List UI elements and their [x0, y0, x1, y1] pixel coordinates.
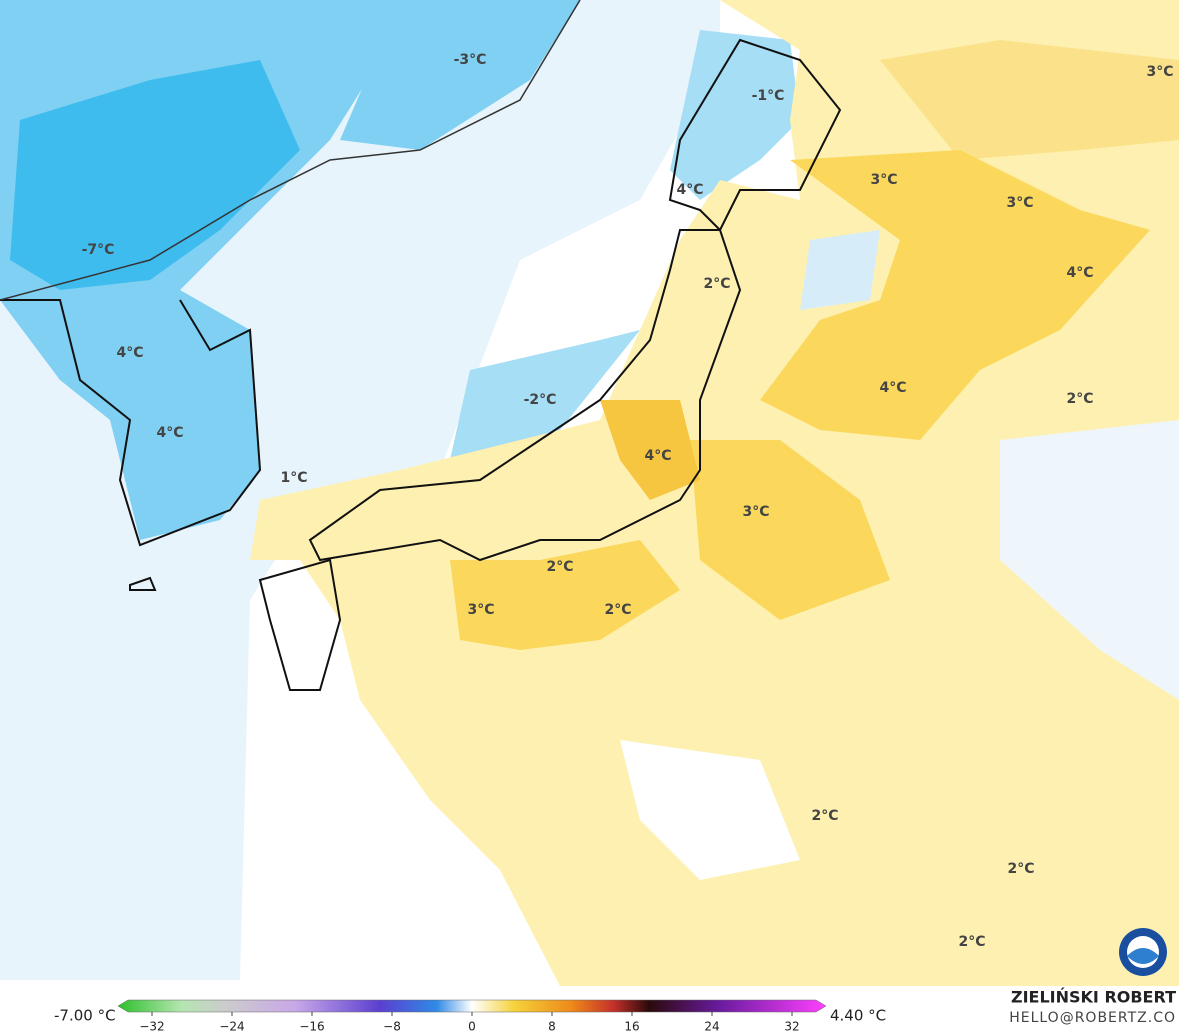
colorbar-tick-label: −32	[139, 1020, 164, 1034]
coastline	[668, 38, 842, 232]
temperature-label: -1°C	[752, 88, 785, 104]
colorbar-tick-label: 8	[548, 1020, 556, 1034]
author: ZIELIŃSKI ROBERT	[1011, 988, 1176, 1007]
blue-area	[670, 30, 800, 200]
colorbar-tick-label: 16	[624, 1020, 639, 1034]
map-background	[0, 0, 1179, 986]
temperature-label: 3°C	[1006, 195, 1033, 211]
coastlines	[0, 0, 842, 691]
temperature-label: 2°C	[604, 602, 631, 618]
temperature-label: 2°C	[1066, 391, 1093, 407]
colorbar-max: 4.40 °C	[830, 1007, 886, 1025]
warm-area	[880, 40, 1179, 160]
colorbar-scale	[117, 999, 827, 1013]
white-area	[620, 740, 800, 880]
temperature-label: 4°C	[644, 448, 671, 464]
temperature-label: 2°C	[703, 276, 730, 292]
temperature-label: -7°C	[82, 242, 115, 258]
temperature-label: 2°C	[811, 808, 838, 824]
blue-area	[340, 0, 580, 150]
colorbar-tick-label: −24	[219, 1020, 244, 1034]
email: HELLO@ROBERTZ.CO	[1009, 1010, 1176, 1026]
noaa-logo	[1119, 928, 1167, 976]
colorbar-tick-label: −8	[383, 1020, 401, 1034]
colorbar-tick-label: 0	[468, 1020, 476, 1034]
temperature-label: 2°C	[1007, 861, 1034, 877]
temperature-label: 4°C	[156, 425, 183, 441]
coastline	[129, 576, 157, 591]
temperature-label: -2°C	[524, 392, 557, 408]
warm-area	[690, 440, 890, 620]
colorbar-min: -7.00 °C	[54, 1007, 116, 1025]
temperature-label: 2°C	[958, 934, 985, 950]
temperature-label: 2°C	[546, 559, 573, 575]
temperature-label: 4°C	[676, 182, 703, 198]
coastline	[308, 229, 742, 562]
temperature-label: 3°C	[742, 504, 769, 520]
temperature-label: -3°C	[454, 52, 487, 68]
warm-area	[760, 150, 1150, 440]
colorbar-ticks: −32 −24 −16 −8 0 8 16 24 32	[139, 1012, 800, 1034]
light-blue-area	[1000, 420, 1179, 700]
coastline	[258, 558, 342, 691]
temperature-label: 1°C	[280, 470, 307, 486]
coastline	[0, 299, 262, 547]
temperature-label: 3°C	[870, 172, 897, 188]
temperature-label: 4°C	[879, 380, 906, 396]
warm-area	[450, 540, 680, 650]
colorbar-tick-label: 24	[704, 1020, 719, 1034]
temperature-label: 4°C	[1066, 265, 1093, 281]
map-labels: -3°C -1°C 3°C 3°C 4°C 3°C -7°C 2°C 4°C 4°C 4°C -2°C…	[82, 52, 1174, 950]
border	[0, 0, 581, 301]
colorbar: -7.00 °C 4.40 °C	[54, 999, 886, 1025]
colorbar-tick-label: 32	[784, 1020, 799, 1034]
temperature-label: 3°C	[467, 602, 494, 618]
warm-area	[600, 400, 700, 500]
light-blue-area	[800, 230, 880, 310]
temperature-label: 4°C	[116, 345, 143, 361]
colorbar-tick-label: −16	[299, 1020, 324, 1034]
temperature-label: 3°C	[1146, 64, 1173, 80]
logo-wave	[1127, 948, 1159, 964]
deep-blue-area	[10, 60, 300, 290]
blue-area	[450, 330, 640, 460]
